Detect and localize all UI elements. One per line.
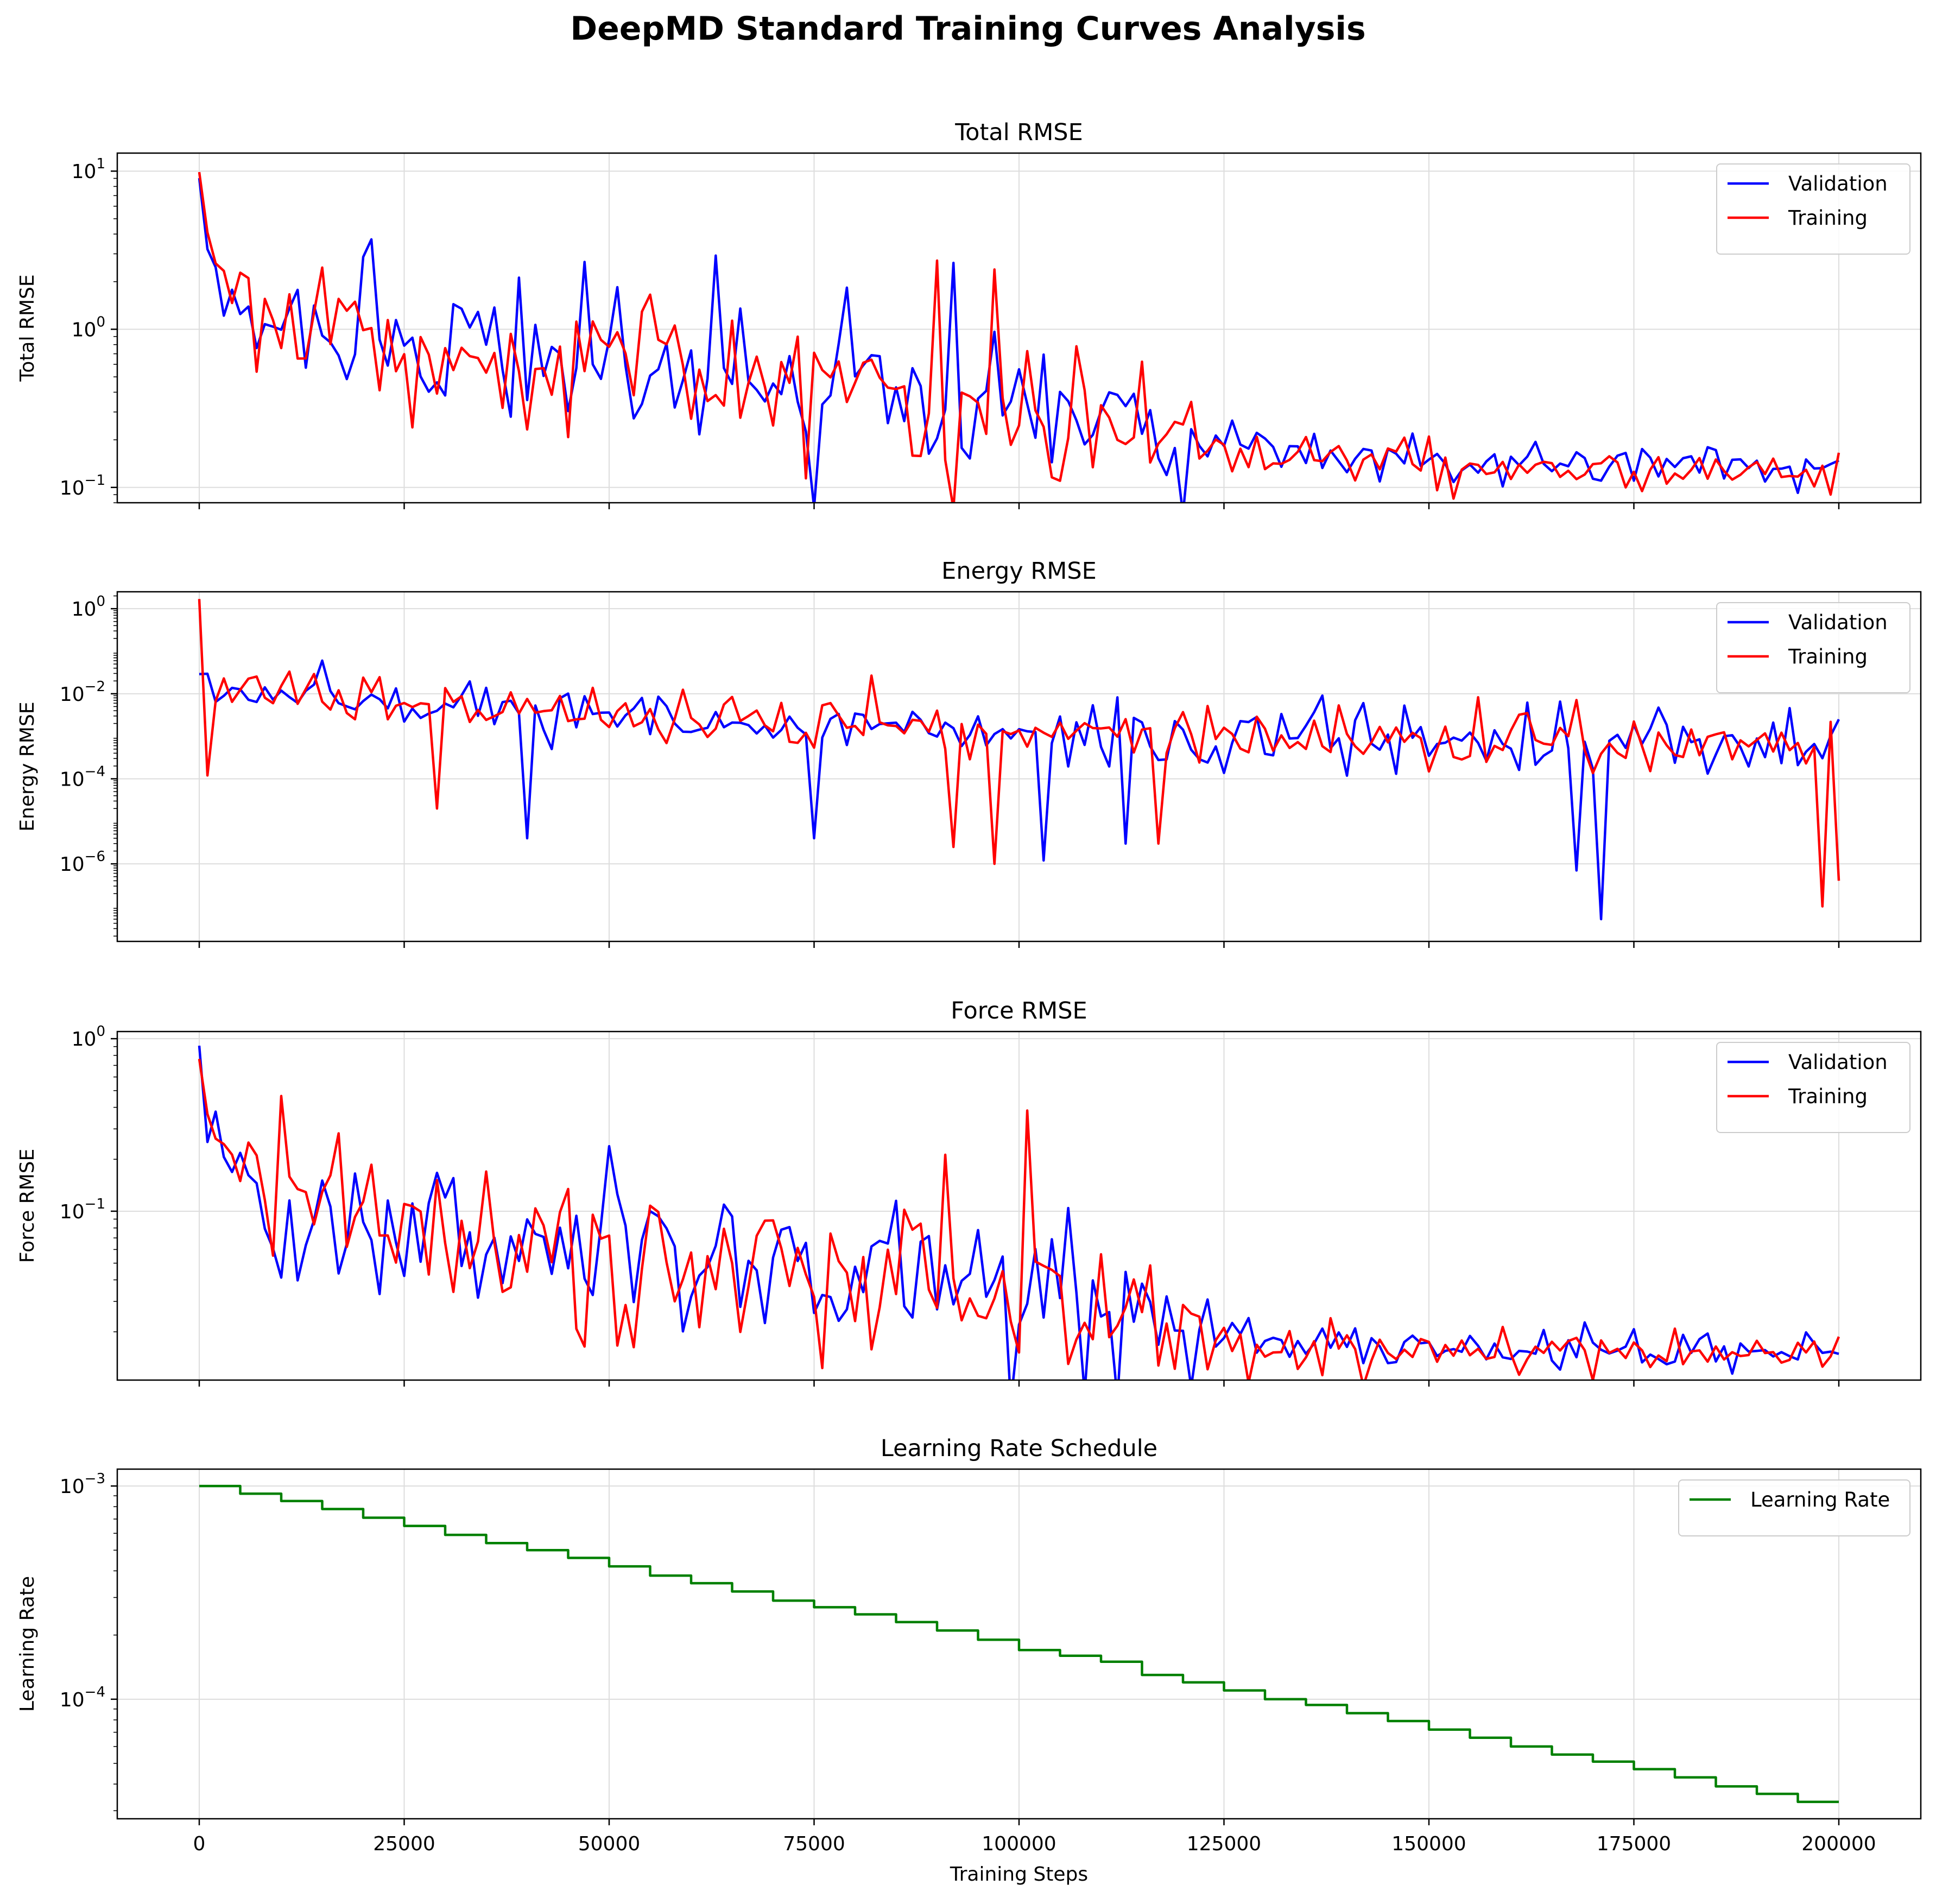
subplot-4: 0 25000 50000 75000 100000 125000 150000 175000… (16, 1435, 1922, 1886)
legend: Validation Training (1716, 1042, 1910, 1133)
subplot-title: Energy RMSE (941, 558, 1097, 585)
subplot-title: Force RMSE (951, 997, 1087, 1024)
y-tick-label: 100 (72, 314, 105, 341)
subplot-1: 10−1 100 101 Total RMSE Total RMSE Validation… (16, 119, 1922, 509)
x-axis-label: Training Steps (950, 1863, 1088, 1886)
legend: Validation Training (1716, 163, 1910, 255)
x-tick-label: 200000 (1801, 1833, 1876, 1855)
y-tick-label: 10−6 (60, 849, 105, 876)
y-tick-label: 10−2 (60, 679, 105, 706)
x-tick-label: 50000 (578, 1833, 641, 1855)
legend: Learning Rate (1678, 1479, 1910, 1536)
y-tick-label: 10−4 (60, 763, 105, 790)
y-axis-label: Total RMSE (16, 274, 39, 382)
y-tick-label: 100 (72, 593, 105, 621)
legend-label: Learning Rate (1750, 1488, 1890, 1511)
y-axis-label: Learning Rate (16, 1576, 39, 1712)
x-tick-label: 25000 (373, 1833, 435, 1855)
legend-label: Training (1788, 206, 1868, 230)
x-tick-label: 100000 (982, 1833, 1056, 1855)
y-tick-label: 100 (72, 1023, 105, 1051)
legend-label: Validation (1788, 1051, 1888, 1074)
figure-title: DeepMD Standard Training Curves Analysis (570, 10, 1366, 48)
x-tick-label: 75000 (783, 1833, 845, 1855)
legend-label: Validation (1788, 172, 1888, 195)
series-line-training (198, 1059, 1840, 1380)
x-tick-label: 175000 (1597, 1833, 1671, 1855)
series-line-training (198, 599, 1840, 908)
y-tick-label: 10−1 (60, 472, 105, 499)
y-tick-label: 101 (72, 156, 105, 183)
series-line-learning-rate (199, 1484, 1839, 1804)
y-axis-label: Energy RMSE (16, 701, 39, 831)
subplot-title: Total RMSE (954, 119, 1083, 146)
y-axis-label: Force RMSE (16, 1149, 39, 1263)
x-tick-label: 150000 (1391, 1833, 1466, 1855)
subplot-title: Learning Rate Schedule (881, 1435, 1157, 1462)
x-tick-label: 125000 (1187, 1833, 1261, 1855)
series-line-validation (198, 178, 1839, 503)
subplot-2: 10−6 10−4 10−2 100 Energy RMSE Energy RMSE Val… (16, 558, 1922, 948)
legend-box (1716, 1042, 1910, 1133)
legend-box (1678, 1479, 1910, 1536)
legend-label: Validation (1788, 611, 1888, 634)
y-tick-label: 10−4 (60, 1684, 105, 1711)
legend-box (1716, 602, 1910, 693)
legend: Validation Training (1716, 602, 1910, 693)
legend-label: Training (1788, 645, 1868, 668)
legend-label: Training (1788, 1085, 1868, 1108)
y-tick-label: 10−1 (60, 1196, 105, 1223)
x-tick-label: 0 (193, 1833, 206, 1855)
series-line-training (198, 172, 1840, 503)
legend-box (1716, 163, 1910, 255)
subplot-3: 10−1 100 Force RMSE Force RMSE Validation Tra… (16, 997, 1922, 1387)
y-tick-label: 10−3 (60, 1471, 105, 1498)
